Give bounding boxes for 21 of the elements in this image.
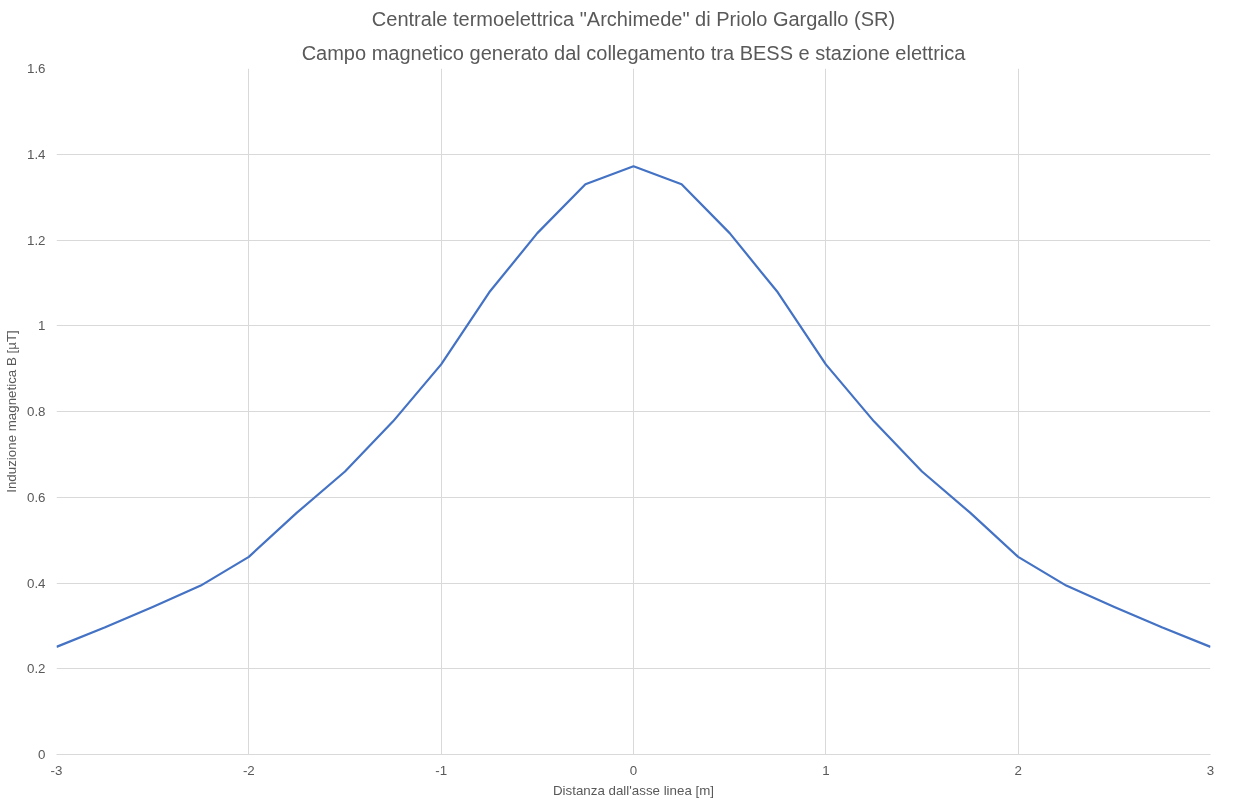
x-tick-label: 3	[1206, 762, 1215, 778]
x-tick-label: 1	[822, 762, 830, 778]
y-tick-label: 1.2	[26, 232, 46, 248]
x-tick-label: -2	[242, 762, 255, 778]
x-tick-label: 2	[1014, 762, 1022, 778]
x-tick-label: -3	[50, 762, 63, 778]
y-tick-label: 0	[38, 747, 46, 762]
y-tick-label: 1.6	[26, 61, 46, 76]
y-tick-label: 0.6	[26, 489, 46, 505]
y-tick-label: 0.2	[26, 661, 46, 677]
x-tick-label: 0	[629, 762, 638, 778]
y-tick-label: 0.4	[26, 575, 47, 591]
y-tick-label: 1	[38, 318, 46, 334]
line-series	[56, 165, 1211, 648]
y-tick-label: 1.4	[26, 146, 47, 162]
y-tick-label: 0.8	[26, 404, 46, 419]
x-tick-label: -1	[435, 762, 448, 778]
chart-title: Centrale termoelettrica "Archimede" di Priolo Gargallo (SR)	[371, 7, 896, 30]
y-axis-title: Induzione magnetica B [µT]	[3, 330, 19, 493]
x-axis-title: Distanza dall'asse linea [m]	[552, 782, 715, 798]
chart-subtitle: Campo magnetico generato dal collegamento tra BESS e stazione elettrica	[301, 41, 967, 64]
